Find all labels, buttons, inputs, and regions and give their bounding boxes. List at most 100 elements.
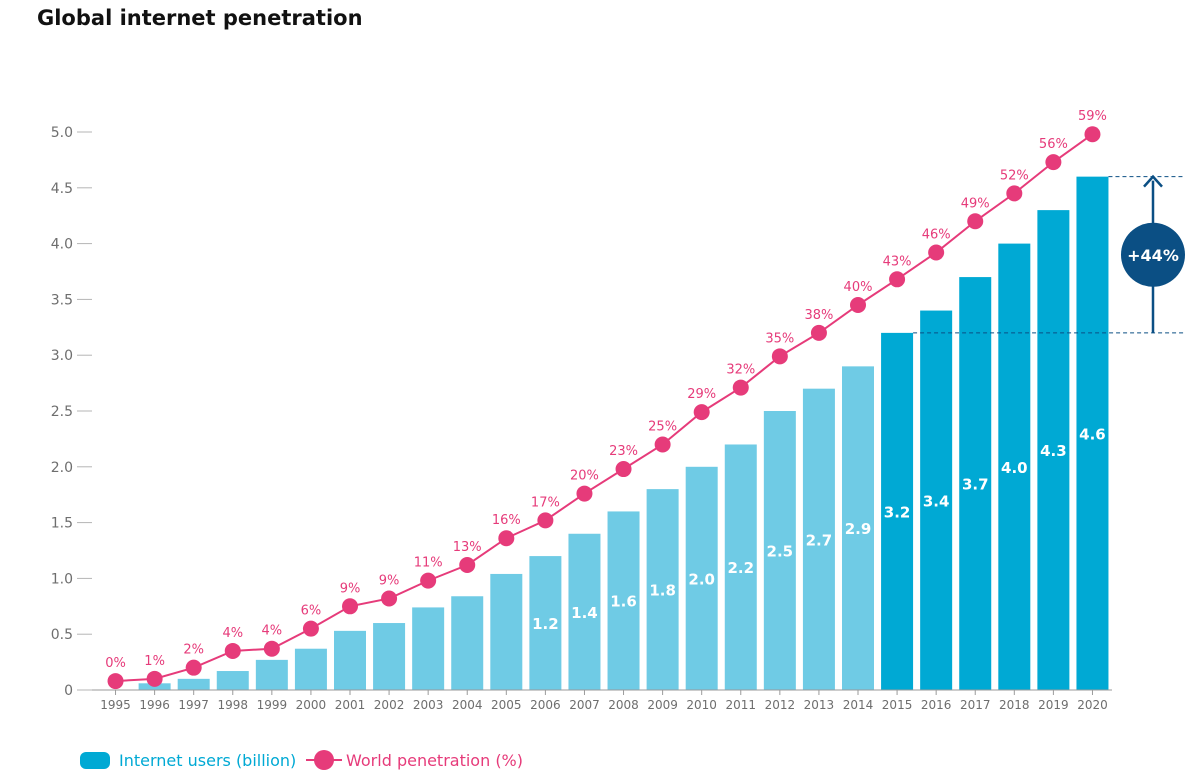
penetration-point [107, 673, 124, 690]
penetration-point [537, 512, 554, 529]
bar [646, 489, 679, 690]
penetration-label: 59% [1078, 109, 1107, 124]
penetration-label: 9% [340, 581, 361, 596]
y-axis: 0 0.5 1.0 1.5 2.0 2.5 3.0 3.5 4.0 4.5 5.0 [51, 125, 92, 699]
penetration-point [615, 461, 632, 478]
bar [881, 332, 914, 690]
penetration-line-layer: 0% 1% 2% 4% 4% 6% 9% 9% 11% 13% 16% 17% 20% 23% 25% 29%… [105, 109, 1107, 690]
bar [1037, 210, 1070, 690]
bar-value-label: 2.9 [845, 520, 872, 538]
bar [451, 596, 484, 690]
x-tick-label: 2020 [1077, 698, 1108, 712]
x-tick-label: 2017 [960, 698, 991, 712]
bar [607, 511, 640, 690]
penetration-point [1006, 185, 1023, 202]
penetration-label: 35% [765, 331, 794, 346]
penetration-point [498, 530, 515, 547]
x-axis: 1995 1996 1997 1998 1999 2000 2001 2002 2003 2004… [92, 689, 1112, 712]
penetration-point [967, 213, 984, 230]
bar [294, 648, 327, 690]
bar [959, 277, 992, 690]
x-tick-label: 2013 [804, 698, 835, 712]
bar [842, 366, 874, 690]
penetration-label: 23% [609, 444, 638, 459]
bar-value-label: 2.2 [727, 559, 754, 577]
penetration-point [342, 598, 358, 615]
x-tick-label: 2001 [335, 698, 366, 712]
bar-value-label: 2.5 [767, 543, 794, 561]
annotation-badge-label: +44% [1127, 246, 1179, 265]
penetration-point [381, 590, 398, 607]
legend-item-users: Internet users (billion) [80, 746, 296, 774]
x-tick-label: 2006 [530, 698, 561, 712]
bar [802, 388, 835, 690]
bar [1076, 176, 1109, 690]
x-tick-label: 2009 [647, 698, 678, 712]
x-tick-label: 2007 [569, 698, 600, 712]
bar [998, 243, 1031, 690]
penetration-label: 6% [301, 604, 322, 619]
x-tick-label: 2018 [999, 698, 1030, 712]
penetration-label: 25% [648, 419, 677, 434]
penetration-label: 20% [570, 469, 599, 484]
penetration-label: 52% [1000, 168, 1029, 183]
y-tick-label: 0.5 [51, 627, 73, 643]
bar-swatch-icon [80, 751, 110, 769]
bar [724, 444, 757, 690]
bar [216, 671, 249, 690]
bar-value-label: 1.6 [610, 593, 637, 611]
penetration-label: 9% [379, 573, 400, 588]
y-tick-label: 2.0 [51, 460, 73, 476]
line-marker-swatch-icon [306, 750, 342, 770]
penetration-point [302, 620, 319, 637]
penetration-point [146, 670, 163, 687]
y-tick-label: 4.0 [51, 237, 73, 253]
x-tick-label: 2003 [413, 698, 444, 712]
legend-label-penetration: World penetration (%) [346, 750, 523, 770]
x-tick-label: 2014 [843, 698, 874, 712]
penetration-point [420, 572, 437, 589]
bar [920, 310, 953, 690]
bar-value-label: 4.0 [1001, 459, 1028, 477]
y-tick-label: 1.0 [51, 571, 73, 587]
penetration-label: 4% [222, 626, 243, 641]
penetration-point [1084, 126, 1101, 143]
penetration-point [185, 659, 202, 676]
penetration-label: 2% [183, 643, 204, 658]
x-tick-label: 2016 [921, 698, 952, 712]
penetration-point [732, 379, 749, 396]
penetration-label: 29% [687, 387, 716, 402]
bar [412, 607, 445, 690]
x-tick-label: 1999 [257, 698, 288, 712]
x-tick-label: 2004 [452, 698, 483, 712]
bar-labels-layer: 1.2 1.4 1.6 1.8 2.0 2.2 2.5 2.7 2.9 3.2 3.4 3.7 4.0 4… [532, 425, 1106, 633]
y-tick-label: 1.5 [51, 516, 73, 532]
penetration-label: 13% [453, 540, 482, 555]
bar [177, 678, 210, 690]
penetration-point [889, 271, 906, 288]
y-tick-label: 4.5 [51, 181, 73, 197]
legend-item-penetration: World penetration (%) [306, 746, 523, 774]
penetration-point [810, 324, 827, 341]
y-tick-label: 3.0 [51, 348, 73, 364]
x-tick-label: 2008 [608, 698, 639, 712]
penetration-label: 43% [883, 254, 912, 269]
bar-value-label: 1.2 [532, 615, 559, 633]
x-tick-label: 2015 [882, 698, 913, 712]
penetration-point [459, 557, 476, 574]
penetration-point [576, 485, 593, 502]
bar [255, 659, 288, 690]
penetration-label: 17% [531, 495, 560, 510]
penetration-point [850, 296, 866, 313]
bar-value-label: 4.3 [1040, 442, 1067, 460]
x-tick-label: 1998 [217, 698, 248, 712]
bars-layer [138, 176, 1109, 690]
penetration-label: 56% [1039, 137, 1068, 152]
penetration-label: 49% [961, 196, 990, 211]
bar [490, 573, 523, 690]
penetration-label: 40% [844, 280, 873, 295]
penetration-label: 16% [492, 513, 521, 528]
chart-title: Global internet penetration [37, 6, 363, 30]
penetration-point [771, 348, 788, 365]
